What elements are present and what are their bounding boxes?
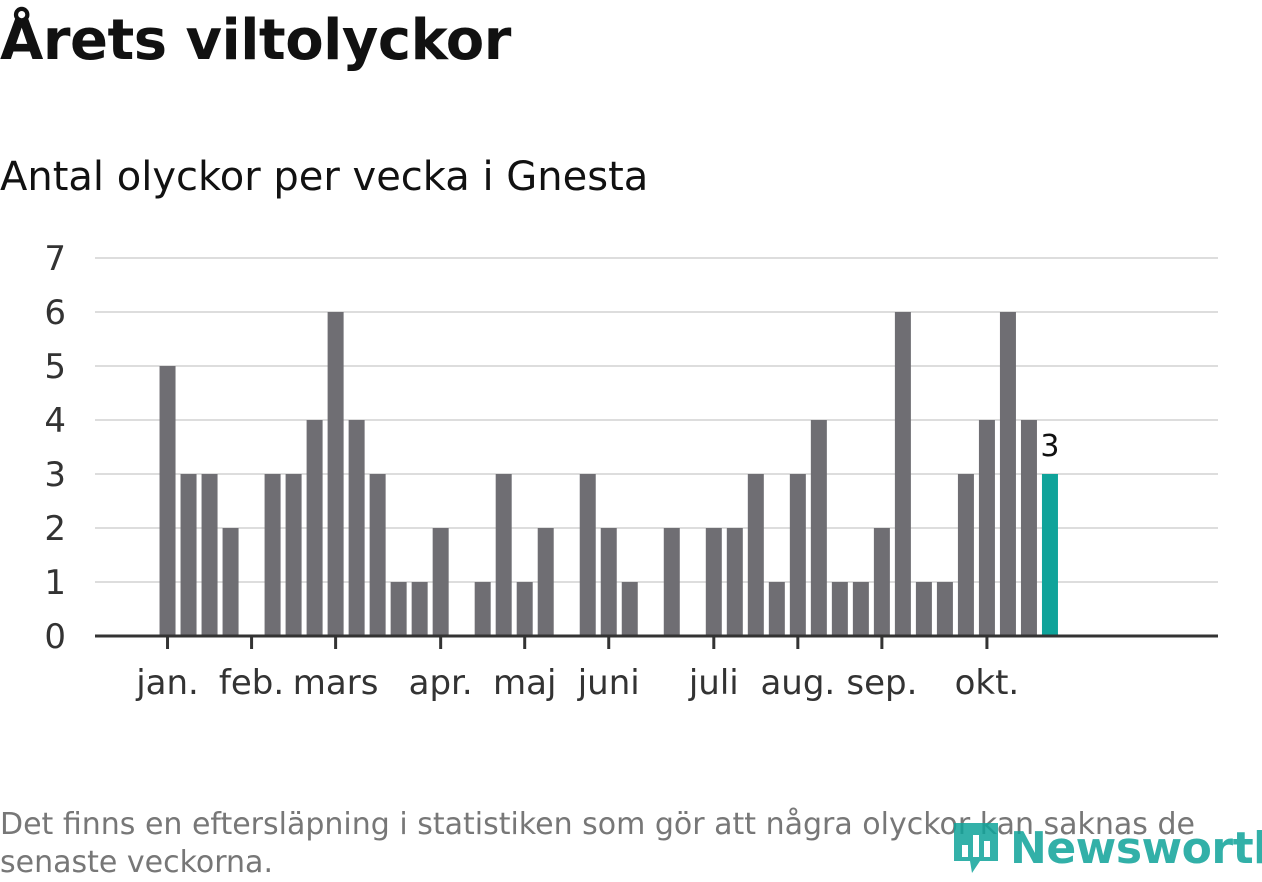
bar: [831, 582, 848, 636]
y-tick-label: 3: [44, 455, 66, 495]
x-tick-label: jan.: [135, 663, 199, 703]
bar: [621, 582, 638, 636]
y-tick-label: 2: [44, 509, 66, 549]
bar: [999, 312, 1016, 636]
bar: [705, 528, 722, 636]
bar: [789, 474, 806, 636]
y-tick-label: 5: [44, 347, 66, 387]
bar: [537, 528, 554, 636]
bars: [159, 312, 1058, 636]
bar: [327, 312, 344, 636]
newsworthy-logo: Newsworthy: [950, 818, 1262, 878]
x-tick-label: okt.: [955, 663, 1020, 703]
chart-subtitle: Antal olyckor per vecka i Gnesta: [0, 154, 649, 200]
bar: [768, 582, 785, 636]
bar: [348, 420, 365, 636]
x-axis-ticks: jan. feb. mars apr. maj juni juli aug. sep. okt.: [135, 636, 1019, 703]
x-tick-label: apr.: [409, 663, 473, 703]
bar: [894, 312, 911, 636]
bar: [915, 582, 932, 636]
bar: [390, 582, 407, 636]
x-tick-label: aug.: [760, 663, 835, 703]
bar: [1020, 420, 1037, 636]
bar: [516, 582, 533, 636]
bar: [936, 582, 953, 636]
bar: [201, 474, 218, 636]
bar: [222, 528, 239, 636]
bar: [663, 528, 680, 636]
bar: [957, 474, 974, 636]
bar: [285, 474, 302, 636]
bar: [600, 528, 617, 636]
y-tick-label: 4: [44, 401, 66, 441]
x-tick-label: juni: [577, 663, 640, 703]
chart-title: Årets viltolyckor: [0, 8, 511, 73]
bar: [747, 474, 764, 636]
x-tick-label: mars: [293, 663, 379, 703]
bar: [369, 474, 386, 636]
data-label-last-week: 3: [1040, 429, 1059, 464]
bar: [474, 582, 491, 636]
bar: [306, 420, 323, 636]
newsworthy-logo-text: Newsworthy: [1010, 822, 1262, 874]
y-tick-label: 6: [44, 293, 66, 333]
x-tick-label: feb.: [219, 663, 284, 703]
bar: [411, 582, 428, 636]
bar-highlight: [1041, 474, 1058, 636]
y-tick-label: 7: [44, 239, 66, 279]
x-tick-label: sep.: [846, 663, 917, 703]
x-tick-label: maj: [493, 663, 556, 703]
bar: [180, 474, 197, 636]
bar: [159, 366, 176, 636]
bar: [579, 474, 596, 636]
bar: [432, 528, 449, 636]
y-axis-ticks: 0 1 2 3 4 5 6 7: [44, 239, 66, 657]
bar: [852, 582, 869, 636]
bar: [873, 528, 890, 636]
bar: [978, 420, 995, 636]
data-labels: 3: [1040, 429, 1059, 464]
y-tick-label: 0: [44, 617, 66, 657]
y-tick-label: 1: [44, 563, 66, 603]
newsworthy-logo-icon: [954, 823, 998, 873]
bar: [495, 474, 512, 636]
x-tick-label: juli: [688, 663, 739, 703]
bar: [726, 528, 743, 636]
bar: [264, 474, 281, 636]
bar: [810, 420, 827, 636]
